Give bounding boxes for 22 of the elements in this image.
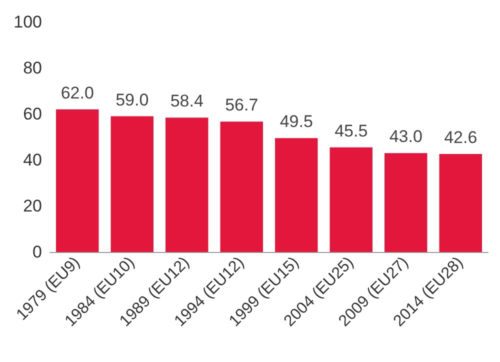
data-label: 43.0 [389, 127, 422, 146]
data-label: 42.6 [444, 128, 478, 148]
data-label: 56.7 [225, 96, 258, 115]
bar [110, 116, 154, 252]
data-label: 59.0 [116, 90, 149, 110]
bar [220, 122, 263, 252]
bar [384, 153, 428, 252]
y-tick-label: 60 [23, 104, 42, 124]
y-tick-label: 80 [23, 58, 42, 78]
bar [56, 109, 99, 252]
data-label: 45.5 [334, 121, 368, 140]
y-tick-label: 20 [23, 196, 42, 216]
data-label: 49.5 [280, 112, 313, 132]
bar [166, 118, 208, 252]
bar [330, 147, 372, 252]
bar [439, 154, 482, 252]
y-tick-label: 0 [32, 242, 42, 262]
data-label: 62.0 [60, 83, 94, 102]
data-label: 58.4 [170, 92, 204, 111]
y-tick-label: 40 [23, 150, 42, 170]
bar [275, 138, 318, 252]
y-tick-label: 100 [14, 12, 42, 32]
